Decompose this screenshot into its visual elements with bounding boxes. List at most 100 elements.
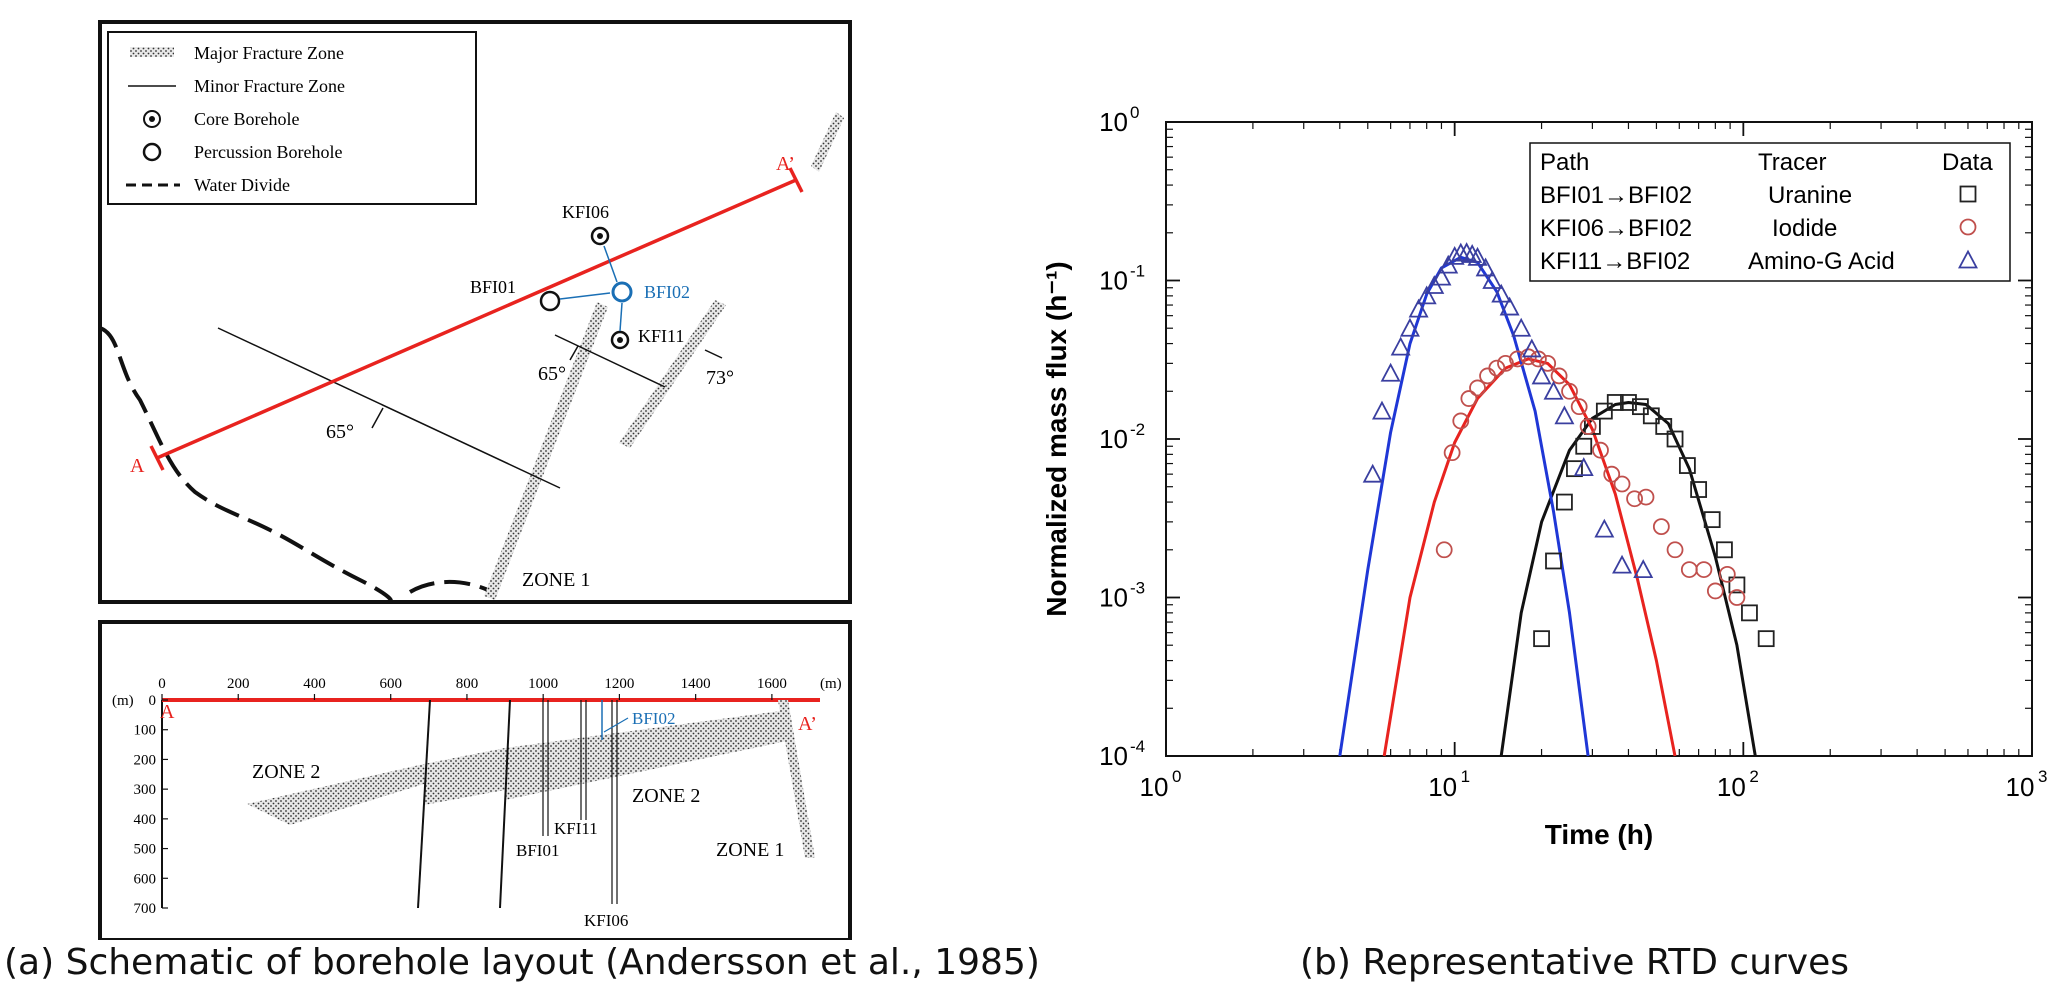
cross-section-axes: 0 200 400 600 800 1000 1200 1400 1600 0 100 200 300 4… (112, 676, 842, 917)
data-point-circle (1637, 488, 1655, 506)
data-point-square (1741, 604, 1758, 622)
kfi06-label: KFI06 (562, 202, 609, 222)
data-point-triangle (1554, 405, 1575, 425)
data-point-triangle (1573, 457, 1594, 477)
dip-label-73: 73° (706, 367, 734, 389)
data-point-square (1575, 437, 1593, 455)
zone2-fracture-right (505, 710, 792, 800)
data-point-circle (1570, 398, 1588, 416)
legend-tracer-iodide: Iodide (1772, 215, 1837, 242)
data-point-triangle (1521, 338, 1542, 358)
cs-y-tick-label: 600 (134, 871, 157, 887)
cs-y-tick-label: 200 (134, 752, 157, 768)
y-tick-label: 10 (1099, 741, 1128, 771)
legend-path-amino: KFI11→BFI02 (1540, 248, 1690, 275)
legend-path-uranine: BFI01→BFI02 (1540, 182, 1692, 209)
data-point-square (1545, 552, 1562, 570)
section-start-label: A (130, 455, 145, 477)
legend-minor-fracture: Minor Fracture Zone (194, 76, 345, 96)
x-tick-label: 10 (1140, 772, 1169, 802)
data-point-triangle (1475, 257, 1496, 277)
data-point-circle (1550, 367, 1568, 385)
data-point-triangle (1531, 365, 1552, 385)
kfi06-section-label: KFI06 (584, 911, 628, 930)
cs-x-tick-label: 800 (456, 676, 479, 692)
data-point-circle (1509, 350, 1526, 368)
data-point-circle (1666, 541, 1684, 559)
data-point-square (1606, 394, 1624, 411)
data-point-circle (1695, 561, 1713, 578)
data-point-triangle (1462, 244, 1483, 263)
data-point-square (1678, 457, 1696, 474)
data-point-square (1642, 407, 1660, 425)
bfi02-pointer (603, 717, 629, 733)
data-point-circle (1435, 541, 1453, 559)
data-point-square (1632, 398, 1649, 416)
fault-line-2 (499, 699, 511, 909)
data-point-circle (1626, 490, 1643, 508)
zone1-upper (811, 112, 844, 172)
bfi01-label: BFI01 (470, 277, 516, 297)
x-tick-label: 10 (1428, 772, 1457, 802)
y-tick-label: 10 (1099, 266, 1128, 296)
plan-legend: Major Fracture Zone Minor Fracture Zone … (107, 31, 477, 205)
cross-section-panel: 0 200 400 600 800 1000 1200 1400 1600 0 100 200 300 4… (98, 620, 852, 940)
y-tick-label: 10 (1099, 107, 1128, 137)
cs-y-tick-label: 0 (149, 693, 157, 709)
data-point-triangle (1594, 518, 1615, 538)
minor-fracture-line-2 (554, 334, 666, 388)
data-point-triangle (1408, 298, 1429, 318)
data-point-circle (1728, 589, 1746, 606)
legend-tracer-amino: Amino-G Acid (1748, 248, 1895, 275)
bfi01-section-label: BFI01 (516, 841, 559, 860)
flow-arrow-kfi11 (619, 302, 623, 332)
zone2-fracture-mid (424, 748, 505, 805)
cs-y-tick-label: 500 (134, 842, 157, 858)
legend-marker-circle (1959, 218, 1977, 236)
data-point-circle (1488, 359, 1506, 377)
cs-y-tick-label: 300 (134, 782, 157, 798)
data-point-circle (1469, 379, 1486, 397)
legend-core-borehole: Core Borehole (194, 109, 299, 129)
cs-x-tick-label: 200 (227, 676, 250, 692)
data-point-square (1666, 430, 1684, 448)
dip-label-65-left: 65° (326, 421, 354, 443)
data-point-circle (1680, 561, 1698, 578)
legend-markers (1958, 185, 1978, 269)
data-point-triangle (1499, 296, 1520, 316)
x-tick-exponent: 1 (1461, 767, 1470, 786)
data-point-square (1556, 493, 1573, 511)
zone1-label: ZONE 1 (522, 569, 590, 591)
data-point-triangle (1491, 283, 1512, 303)
chart-legend: Path Tracer Data BFI01→BFI02 Uranine KFI… (1529, 142, 2011, 282)
flow-arrow-bfi01 (559, 292, 611, 300)
zone2-left-label: ZONE 2 (252, 761, 320, 783)
cs-x-tick-label: 1000 (528, 676, 558, 692)
x-tick-exponent: 2 (1749, 767, 1758, 786)
cs-y-tick-label: 700 (134, 901, 157, 917)
x-axis-title: Time (h) (1545, 819, 1653, 850)
caption-b: (b) Representative RTD curves (1300, 942, 1850, 983)
data-point-circle (1561, 382, 1578, 400)
cs-y-unit: (m) (112, 693, 134, 709)
data-point-triangle (1399, 317, 1420, 337)
zone2-mid-label: ZONE 2 (632, 785, 700, 807)
data-point-square (1655, 418, 1673, 435)
zone1-middle (619, 300, 726, 448)
cs-y-tick-label: 100 (134, 723, 157, 739)
data-point-circle (1460, 390, 1478, 407)
caption-a: (a) Schematic of borehole layout (Anders… (4, 942, 1040, 983)
data-point-square (1716, 541, 1733, 559)
x-tick-exponent: 0 (1172, 767, 1181, 786)
legend-marker-triangle (1958, 249, 1978, 269)
data-point-circle (1652, 518, 1670, 536)
zone1-fracture (484, 302, 608, 600)
data-point-circle (1613, 475, 1631, 493)
data-point-square (1703, 511, 1721, 529)
data-point-square (1566, 460, 1583, 478)
data-point-triangle (1371, 400, 1392, 420)
bfi02-label: BFI02 (644, 282, 690, 302)
data-point-square (1757, 630, 1775, 648)
cs-x-tick-label: 400 (303, 676, 326, 692)
